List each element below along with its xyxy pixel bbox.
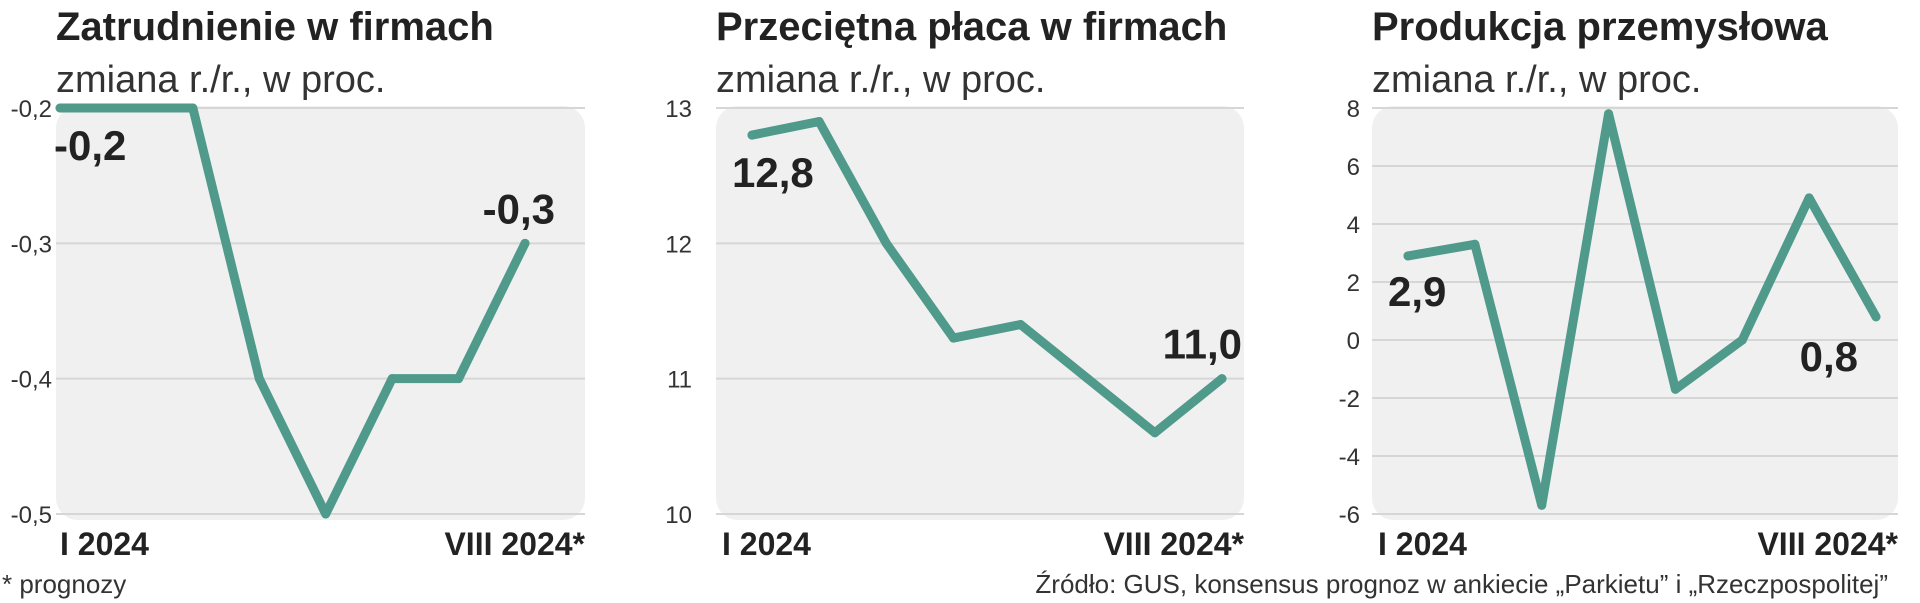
- data-point: [1737, 335, 1747, 345]
- data-point: [1604, 109, 1614, 119]
- y-tick-label: 10: [665, 502, 692, 529]
- data-point: [1470, 239, 1480, 249]
- data-point: [254, 374, 264, 384]
- x-label-first: I 2024: [1378, 526, 1467, 562]
- y-tick-label: -0,5: [11, 502, 52, 529]
- y-tick-label: -6: [1339, 502, 1360, 529]
- y-tick-label: 11: [667, 367, 692, 394]
- chart-title: Produkcja przemysłowa: [1372, 5, 1828, 49]
- data-point: [321, 509, 331, 519]
- chart-2: Przeciętna płaca w firmach zmiana r./r., …: [665, 5, 1244, 562]
- chart-subtitle: zmiana r./r., w proc.: [716, 59, 1045, 101]
- y-tick-label: -0,2: [11, 96, 52, 123]
- y-tick-label: 6: [1347, 154, 1360, 181]
- data-label-last: 11,0: [1163, 321, 1242, 368]
- chart-subtitle: zmiana r./r., w proc.: [1372, 59, 1701, 101]
- plot-background: [56, 106, 585, 520]
- y-tick-label: 4: [1347, 212, 1360, 239]
- chart-3: Produkcja przemysłowa zmiana r./r., w pro…: [1339, 5, 1899, 562]
- data-point: [387, 374, 397, 384]
- plot-background: [1372, 106, 1898, 520]
- charts-group: Zatrudnienie w firmach zmiana r./r., w pr…: [11, 5, 1899, 562]
- data-point: [1403, 251, 1413, 261]
- y-tick-label: 13: [665, 96, 692, 123]
- y-tick-label: -4: [1339, 444, 1360, 471]
- footnote: * prognozy: [2, 569, 126, 599]
- source-note: Źródło: GUS, konsensus prognoz w ankieci…: [1035, 569, 1888, 599]
- y-tick-label: 8: [1347, 96, 1360, 123]
- series-line: [55, 103, 530, 519]
- series-line: [747, 117, 1227, 438]
- x-label-last: VIII 2024*: [444, 526, 585, 562]
- y-tick-label: -0,3: [11, 231, 52, 258]
- y-tick-label: -0,4: [11, 367, 52, 394]
- plot-background: [716, 106, 1244, 520]
- data-label-first: 12,8: [732, 149, 814, 196]
- data-point: [1670, 384, 1680, 394]
- data-point: [948, 333, 958, 343]
- chart-title: Przeciętna płaca w firmach: [716, 5, 1227, 49]
- x-label-first: I 2024: [722, 526, 811, 562]
- data-point: [454, 374, 464, 384]
- y-tick-label: -2: [1339, 386, 1360, 413]
- data-point: [1150, 428, 1160, 438]
- chart-subtitle: zmiana r./r., w proc.: [56, 59, 385, 101]
- y-tick-label: 12: [665, 231, 692, 258]
- data-point: [1804, 193, 1814, 203]
- data-label-last: 0,8: [1800, 333, 1858, 380]
- data-label-first: -0,2: [54, 122, 126, 169]
- data-label-last: -0,3: [483, 185, 555, 232]
- data-label-first: 2,9: [1388, 268, 1446, 315]
- chart-1: Zatrudnienie w firmach zmiana r./r., w pr…: [11, 5, 586, 562]
- y-tick-label: 0: [1347, 328, 1360, 355]
- data-point: [747, 130, 757, 140]
- y-tick-label: 2: [1347, 270, 1360, 297]
- data-point: [1871, 312, 1881, 322]
- x-label-last: VIII 2024*: [1757, 526, 1898, 562]
- x-label-first: I 2024: [60, 526, 149, 562]
- data-point: [881, 238, 891, 248]
- data-point: [520, 238, 530, 248]
- data-point: [1217, 374, 1227, 384]
- data-point: [55, 103, 65, 113]
- series-line: [1403, 109, 1881, 510]
- data-point: [1083, 374, 1093, 384]
- chart-title: Zatrudnienie w firmach: [56, 5, 494, 49]
- data-point: [814, 117, 824, 127]
- data-point: [188, 103, 198, 113]
- data-point: [121, 103, 131, 113]
- data-point: [1016, 320, 1026, 330]
- x-label-last: VIII 2024*: [1103, 526, 1244, 562]
- data-point: [1537, 500, 1547, 510]
